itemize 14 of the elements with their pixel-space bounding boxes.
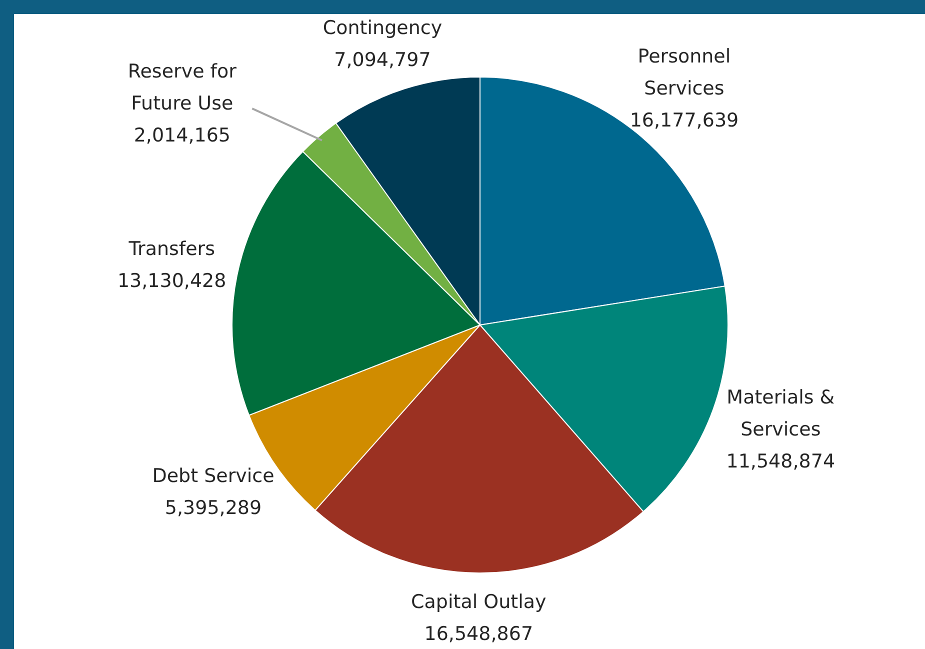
slice-label: Personnel Services xyxy=(638,45,731,100)
data-label: 13,130,428 xyxy=(117,270,226,292)
data-label: 11,548,874 xyxy=(726,450,836,473)
data-label: 16,177,639 xyxy=(630,109,739,132)
data-label: 2,014,165 xyxy=(134,124,231,147)
slice-label: Reserve for Future Use xyxy=(128,60,237,115)
slice-label: Materials & Services xyxy=(726,386,835,441)
slice-label: Transfers xyxy=(128,238,216,260)
data-label: 16,548,867 xyxy=(424,623,534,646)
data-label: 5,395,289 xyxy=(164,497,262,520)
slice-label: Contingency xyxy=(322,17,442,40)
slice-label: Debt Service xyxy=(152,465,274,488)
slice-label: Capital Outlay xyxy=(411,591,546,614)
data-label: 7,094,797 xyxy=(334,49,431,72)
